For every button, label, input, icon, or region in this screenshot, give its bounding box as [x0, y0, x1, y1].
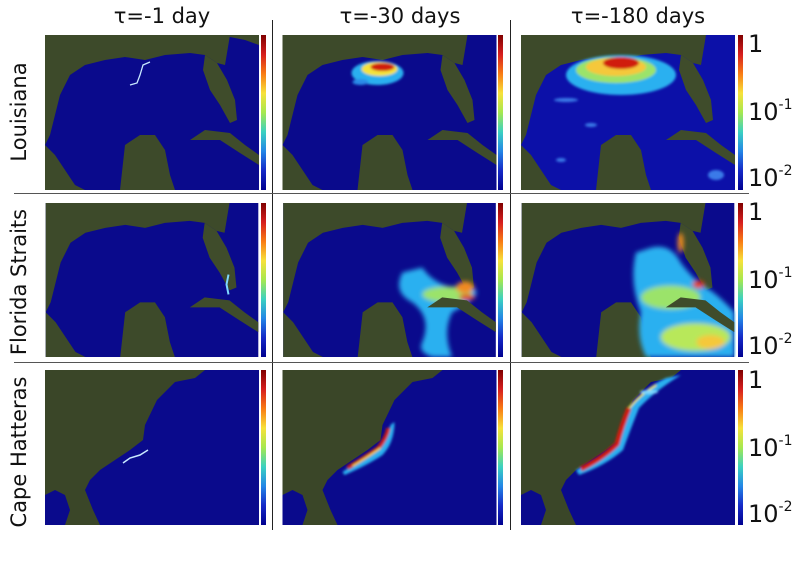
column-divider-1 [272, 20, 273, 530]
colorbar-tick-0.1-row3: 10-1 [748, 433, 793, 462]
map-louisiana-180-days [520, 35, 736, 190]
colorbar-tick-1-row3: 1 [748, 366, 764, 394]
map-cape-hatteras-180-days [520, 370, 736, 525]
row-divider-2 [14, 362, 749, 363]
colorbar-tick-0.01-row1: 10-2 [748, 163, 793, 192]
colorbar-florida-straits-180-days [738, 203, 743, 357]
row-label-louisiana: Louisiana [7, 62, 31, 162]
map-cape-hatteras-1-day [45, 370, 259, 525]
colorbar-florida-straits-30-days [498, 203, 503, 357]
colorbar-tick-1-row2: 1 [748, 198, 764, 226]
column-title-1-day: τ=-1 day [113, 4, 211, 28]
map-louisiana-30-days [282, 35, 497, 190]
colorbar-louisiana-180-days [738, 35, 743, 190]
colorbar-florida-straits-1-day [261, 203, 266, 357]
column-title-180-days: τ=-180 days [570, 4, 706, 28]
map-cape-hatteras-30-days [282, 370, 497, 525]
map-florida-straits-1-day [45, 203, 259, 357]
row-divider-1 [14, 193, 749, 194]
row-label-cape-hatteras: Cape Hatteras [7, 376, 31, 528]
map-louisiana-1-day [45, 35, 259, 190]
map-florida-straits-30-days [282, 203, 497, 357]
colorbar-tick-0.01-row3: 10-2 [748, 499, 793, 528]
column-divider-2 [510, 20, 511, 530]
row-label-florida-straits: Florida Straits [7, 208, 31, 356]
colorbar-cape-hatteras-1-day [261, 370, 266, 525]
colorbar-louisiana-1-day [261, 35, 266, 190]
colorbar-cape-hatteras-30-days [498, 370, 503, 525]
colorbar-tick-0.01-row2: 10-2 [748, 331, 793, 360]
colorbar-tick-0.1-row2: 10-1 [748, 265, 793, 294]
colorbar-tick-0.1-row1: 10-1 [748, 97, 793, 126]
map-florida-straits-180-days [520, 203, 736, 357]
colorbar-cape-hatteras-180-days [738, 370, 743, 525]
column-title-30-days: τ=-30 days [339, 4, 461, 28]
colorbar-tick-1-row1: 1 [748, 30, 764, 58]
colorbar-louisiana-30-days [498, 35, 503, 190]
